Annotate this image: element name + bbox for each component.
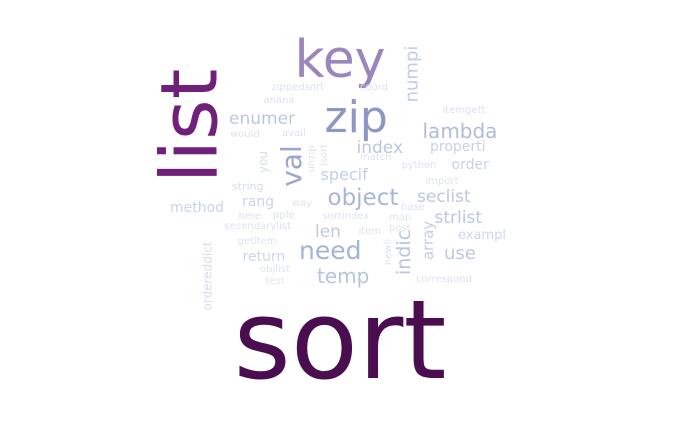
word-val: val [274, 145, 308, 187]
word-array: array [418, 220, 437, 260]
word-exampl: exampl [458, 227, 506, 243]
word-return: return [242, 249, 286, 265]
word-test: test [265, 276, 285, 287]
word-specif: specif [320, 165, 368, 184]
word-itemgett: itemgett [442, 105, 486, 116]
word-unzip: unzip [306, 145, 318, 173]
word-post: post [389, 223, 411, 234]
word-newli: newli [383, 238, 395, 266]
word-indic: indic [392, 229, 415, 275]
word-base: base [401, 202, 425, 213]
word-anana: anana [263, 95, 295, 106]
word-properti: properti [430, 139, 486, 155]
word-ordereddict: ordereddict [200, 241, 214, 311]
word-coord: coord [360, 82, 389, 93]
word-zippedsort: zippedsort [271, 82, 325, 93]
word-lambda: lambda [422, 119, 498, 143]
word-avail: avail [282, 128, 306, 139]
word-object: object [327, 184, 399, 211]
word-string: string [232, 179, 264, 193]
word-pple: pple [273, 210, 295, 221]
word-getitem: getitem [237, 236, 277, 247]
word-python: python [401, 160, 437, 171]
word-you: you [256, 150, 271, 174]
word-lsort: lsort [319, 143, 331, 167]
word-secondarylist: secondarylist [224, 221, 292, 232]
word-use: use [444, 243, 476, 264]
word-import: import [425, 176, 459, 187]
word-seclist: seclist [417, 186, 471, 207]
word-order: order [451, 157, 489, 173]
word-would: would [230, 129, 260, 140]
word-match: match [360, 152, 392, 163]
word-objlist: objlist [260, 264, 290, 275]
word-map: map [389, 212, 412, 223]
word-here: here [238, 211, 262, 222]
word-len: len [315, 221, 341, 242]
word-key: key [294, 30, 386, 90]
word-numpi: numpi [400, 45, 422, 103]
word-need: need [299, 235, 362, 265]
word-sort: sort [233, 276, 447, 404]
word-way: way [292, 198, 313, 209]
word-correspond: correspond [416, 274, 472, 285]
word-temp: temp [317, 264, 370, 288]
word-sortindex: sortindex [322, 211, 370, 222]
word-list: list [144, 68, 235, 184]
word-index: index [356, 137, 404, 158]
word-enumer: enumer [229, 108, 296, 129]
word-strlist: strlist [434, 207, 482, 228]
word-rang: rang [242, 194, 275, 210]
word-item: item [358, 226, 382, 237]
word-zip: zip [324, 92, 388, 143]
word-method: method [170, 200, 225, 216]
